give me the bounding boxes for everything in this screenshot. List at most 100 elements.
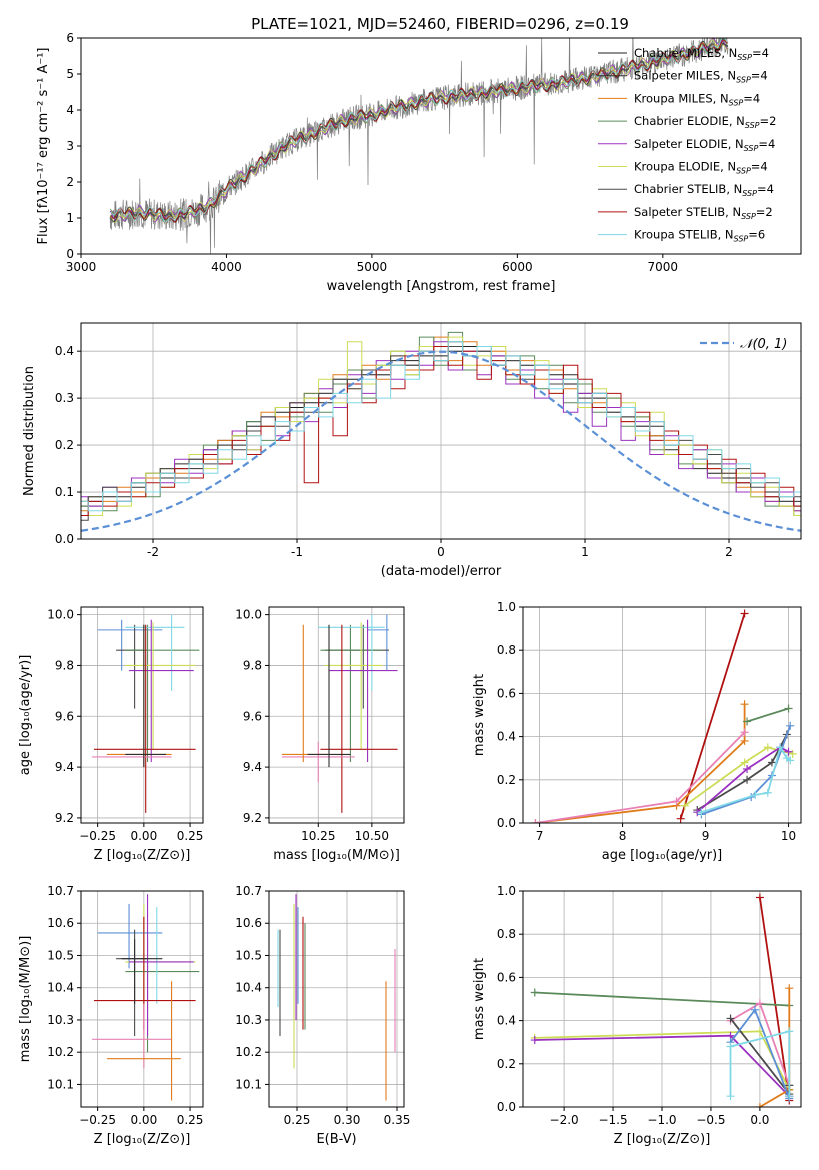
- legend-entry-label: Chabrier STELIB, N: [634, 182, 742, 196]
- y-tick-label: 10.1: [235, 1077, 262, 1091]
- y-tick-label: 9.6: [243, 709, 262, 723]
- y-tick-label: 10.6: [235, 916, 262, 930]
- y-axis-label: mass [log₁₀(M/M⊙)]: [18, 936, 33, 1063]
- weight-series-marker: [776, 743, 785, 752]
- x-tick-label: −1.5: [598, 1113, 627, 1127]
- y-axis-label: mass weight: [472, 958, 487, 1040]
- legend-entry: Salpeter MILES, NSSP=4: [634, 69, 768, 85]
- x-axis-label: mass [log₁₀(M/M⊙)]: [273, 848, 400, 863]
- y-tick-label: 1: [66, 211, 74, 225]
- y-tick-label: 10.2: [47, 1045, 74, 1059]
- weight-series-line: [701, 725, 792, 816]
- legend-entry: Kroupa STELIB, NSSP=6: [634, 228, 765, 244]
- x-tick-label: 0.35: [384, 1113, 411, 1127]
- y-tick-label: 1.0: [497, 884, 516, 898]
- errorbar-points-mass-vs-EBV: [277, 894, 396, 1101]
- plot-frame-spectrum: [80, 37, 802, 255]
- x-tick-label: −0.25: [79, 1113, 116, 1127]
- x-tick-label: 0: [437, 545, 445, 559]
- residual-histograms: [81, 331, 801, 532]
- weight-series-marker: [740, 700, 749, 709]
- y-axis-label: age [log₁₀(age/yr)]: [18, 655, 33, 776]
- y-tick-label: 0.2: [55, 438, 74, 452]
- y-tick-label: 10.1: [47, 1077, 74, 1091]
- y-tick-label: 0.4: [497, 730, 516, 744]
- legend-entry-label: Salpeter STELIB, N: [634, 205, 741, 219]
- observed-spectrum-line: [109, 38, 729, 254]
- weight-series-marker: [785, 1092, 794, 1101]
- y-tick-label: 0.0: [497, 1100, 516, 1114]
- weight-series-marker: [726, 1092, 735, 1101]
- normal-legend-label: 𝒩(0, 1): [740, 337, 787, 352]
- y-tick-label: 9.8: [55, 658, 74, 672]
- y-tick-label: 10.5: [235, 948, 262, 962]
- y-tick-label: 10.3: [235, 1013, 262, 1027]
- normal-distribution-curve: [81, 350, 801, 532]
- y-tick-label: 0.8: [497, 927, 516, 941]
- y-tick-label: 9.4: [55, 760, 74, 774]
- residual-histogram-step: [81, 341, 801, 512]
- y-tick-label: 10.2: [235, 1045, 262, 1059]
- legend-entry-label: Chabrier ELODIE, N: [634, 114, 745, 128]
- weight-series-line: [535, 704, 746, 823]
- weight-series-marker: [763, 743, 772, 752]
- legend-entry-value: =4: [743, 91, 760, 105]
- x-tick-label: 7000: [648, 260, 679, 274]
- model-spectrum-line: [109, 39, 728, 223]
- x-tick-label: −0.25: [79, 829, 116, 843]
- model-spectrum-line: [109, 38, 729, 223]
- y-tick-label: 9.2: [55, 811, 74, 825]
- charts-layer: 3000 4000 5000 6000 7000 0 1 2 3 4 5 6 wavelength [A…: [18, 31, 802, 1147]
- y-tick-label: 0.0: [497, 816, 516, 830]
- y-tick-label: 4: [66, 103, 74, 117]
- residual-histogram-step: [81, 341, 801, 512]
- errorbar-points-age-vs-Z: [92, 614, 200, 813]
- weight-series-marker: [530, 1036, 539, 1045]
- y-tick-label: 0.4: [55, 344, 74, 358]
- weight-series-marker: [530, 988, 539, 997]
- legend-entry-label: Kroupa STELIB, N: [634, 228, 734, 242]
- x-tick-label: −1.0: [647, 1113, 676, 1127]
- y-tick-label: 10.0: [235, 608, 262, 622]
- weight-series-massweight-vs-age: [531, 609, 797, 823]
- x-tick-label: 5000: [357, 260, 388, 274]
- weight-series-marker: [531, 819, 540, 823]
- weight-series-line: [759, 897, 791, 1101]
- legend-entry-subscript: SSP: [741, 212, 756, 221]
- x-axis-label: Z [log₁₀(Z/Z⊙)]: [614, 1132, 711, 1147]
- legend-entry-subscript: SSP: [736, 76, 751, 85]
- y-tick-label: 10.4: [47, 981, 74, 995]
- weight-series-marker: [751, 790, 760, 799]
- spectrum-lines: [109, 38, 729, 254]
- x-tick-label: 10.50: [355, 829, 389, 843]
- axes-mass-vs-Z: −0.25 0.00 0.25 10.1 10.2 10.3 10.4 10.5 10.6 10.…: [18, 884, 203, 1147]
- x-axis-label: E(B-V): [316, 1132, 356, 1147]
- axes-age-vs-mass: 10.25 10.50 9.2 9.4 9.6 9.8 10.0 mass [log₁₀(M/…: [235, 607, 404, 863]
- model-spectrum-line: [109, 40, 729, 223]
- x-tick-label: 1: [581, 545, 589, 559]
- legend-entry-subscript: SSP: [745, 121, 760, 130]
- y-tick-label: 0.1: [55, 485, 74, 499]
- weight-series-marker: [740, 728, 749, 737]
- legend-entry: Chabrier ELODIE, NSSP=2: [634, 114, 776, 130]
- legend-entry-value: =4: [752, 46, 769, 60]
- x-tick-label: 9: [702, 829, 710, 843]
- axes-age-vs-Z: −0.25 0.00 0.25 9.2 9.4 9.6 9.8 10.0 Z [log₁₀(Z/…: [18, 607, 203, 863]
- weight-series-marker: [755, 999, 764, 1008]
- plot-frame-age-vs-Z: [80, 606, 204, 824]
- legend-entry-subscript: SSP: [734, 235, 749, 244]
- weight-series-massweight-vs-Z: [530, 893, 794, 1107]
- weight-series-marker: [740, 736, 749, 745]
- x-axis-label: Z [log₁₀(Z/Z⊙)]: [94, 1132, 191, 1147]
- weight-series-marker: [755, 893, 764, 902]
- x-tick-label: 0.25: [177, 829, 204, 843]
- legend-entry-subscript: SSP: [736, 167, 751, 176]
- legend-entry-label: Kroupa MILES, N: [634, 91, 729, 105]
- weight-series-marker: [743, 717, 752, 726]
- weight-series-marker: [785, 984, 794, 993]
- y-tick-label: 3: [66, 139, 74, 153]
- x-tick-label: 4000: [211, 260, 242, 274]
- x-axis-label: Z [log₁₀(Z/Z⊙)]: [94, 848, 191, 863]
